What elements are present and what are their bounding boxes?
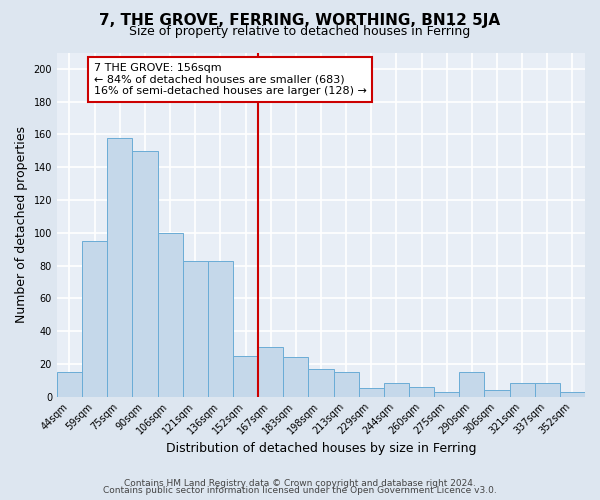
Bar bbox=[434, 392, 459, 396]
X-axis label: Distribution of detached houses by size in Ferring: Distribution of detached houses by size … bbox=[166, 442, 476, 455]
Bar bbox=[384, 384, 409, 396]
Bar bbox=[484, 390, 509, 396]
Bar bbox=[459, 372, 484, 396]
Bar bbox=[409, 387, 434, 396]
Text: Contains HM Land Registry data © Crown copyright and database right 2024.: Contains HM Land Registry data © Crown c… bbox=[124, 478, 476, 488]
Text: Size of property relative to detached houses in Ferring: Size of property relative to detached ho… bbox=[130, 25, 470, 38]
Text: Contains public sector information licensed under the Open Government Licence v3: Contains public sector information licen… bbox=[103, 486, 497, 495]
Bar bbox=[308, 368, 334, 396]
Bar bbox=[359, 388, 384, 396]
Text: 7 THE GROVE: 156sqm
← 84% of detached houses are smaller (683)
16% of semi-detac: 7 THE GROVE: 156sqm ← 84% of detached ho… bbox=[94, 63, 367, 96]
Bar bbox=[233, 356, 258, 397]
Bar bbox=[208, 260, 233, 396]
Bar bbox=[535, 384, 560, 396]
Bar bbox=[560, 392, 585, 396]
Bar bbox=[133, 151, 158, 396]
Y-axis label: Number of detached properties: Number of detached properties bbox=[15, 126, 28, 323]
Bar bbox=[82, 241, 107, 396]
Text: 7, THE GROVE, FERRING, WORTHING, BN12 5JA: 7, THE GROVE, FERRING, WORTHING, BN12 5J… bbox=[100, 12, 500, 28]
Bar bbox=[182, 260, 208, 396]
Bar bbox=[509, 384, 535, 396]
Bar bbox=[334, 372, 359, 396]
Bar bbox=[107, 138, 133, 396]
Bar bbox=[258, 348, 283, 397]
Bar bbox=[158, 232, 182, 396]
Bar bbox=[283, 358, 308, 397]
Bar bbox=[57, 372, 82, 396]
